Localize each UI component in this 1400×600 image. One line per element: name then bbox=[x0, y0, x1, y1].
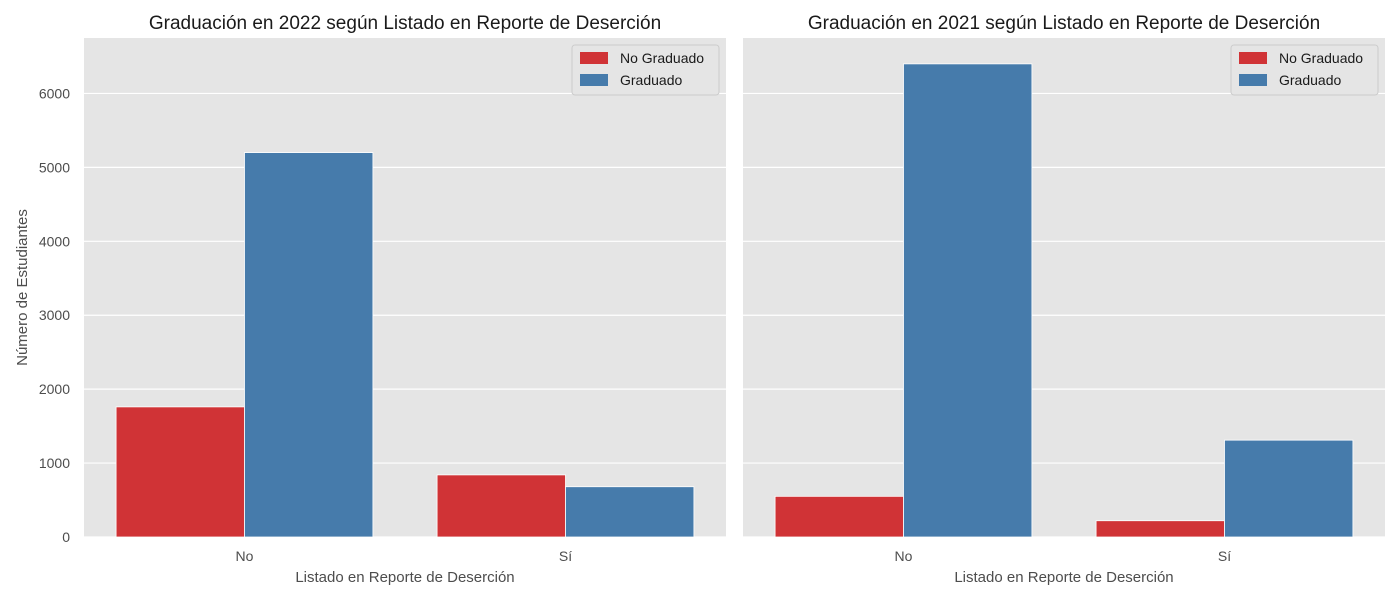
legend: No Graduado Graduado bbox=[1230, 44, 1379, 96]
x-tick-label: Sí bbox=[1218, 548, 1231, 564]
chart-title: Graduación en 2021 según Listado en Repo… bbox=[808, 13, 1320, 34]
bar-graduado-0 bbox=[903, 63, 1033, 538]
legend: No Graduado Graduado bbox=[571, 44, 720, 96]
bar-no-graduado-1 bbox=[1095, 520, 1225, 538]
bar-graduado-1 bbox=[1224, 439, 1354, 538]
y-axis-label: Número de Estudiantes bbox=[14, 209, 31, 366]
legend-swatch bbox=[580, 52, 608, 64]
bar-no-graduado-0 bbox=[774, 495, 904, 538]
y-tick-label: 6000 bbox=[39, 85, 70, 101]
x-axis-label: Listado en Reporte de Deserción bbox=[295, 569, 514, 586]
y-tick-label: 4000 bbox=[39, 233, 70, 249]
x-tick-label: Sí bbox=[559, 548, 572, 564]
legend-swatch bbox=[580, 74, 608, 86]
x-axis-label: Listado en Reporte de Deserción bbox=[954, 569, 1173, 586]
legend-frame bbox=[1230, 44, 1379, 96]
y-tick-label: 2000 bbox=[39, 381, 70, 397]
legend-frame bbox=[571, 44, 720, 96]
bar-no-graduado-0 bbox=[115, 406, 245, 538]
y-tick-label: 0 bbox=[62, 529, 70, 545]
bar-no-graduado-1 bbox=[436, 474, 566, 538]
legend-entry: No Graduado bbox=[1279, 50, 1363, 66]
legend-swatch bbox=[1239, 52, 1267, 64]
chart-panel-2: No Sí Graduación en 2021 según Listado en … bbox=[743, 13, 1385, 586]
x-tick-label: No bbox=[895, 548, 913, 564]
x-tick-label: No bbox=[236, 548, 254, 564]
bar-graduado-0 bbox=[244, 152, 374, 538]
chart-panel-1: 0 1000 2000 3000 4000 5000 6000 No Sí Graduación … bbox=[14, 13, 726, 586]
y-tick-label: 5000 bbox=[39, 159, 70, 175]
y-tick-label: 3000 bbox=[39, 307, 70, 323]
legend-entry: Graduado bbox=[620, 72, 682, 88]
legend-entry: Graduado bbox=[1279, 72, 1341, 88]
legend-entry: No Graduado bbox=[620, 50, 704, 66]
bar-graduado-1 bbox=[565, 486, 695, 538]
chart-title: Graduación en 2022 según Listado en Repo… bbox=[149, 13, 661, 34]
legend-swatch bbox=[1239, 74, 1267, 86]
y-tick-label: 1000 bbox=[39, 455, 70, 471]
